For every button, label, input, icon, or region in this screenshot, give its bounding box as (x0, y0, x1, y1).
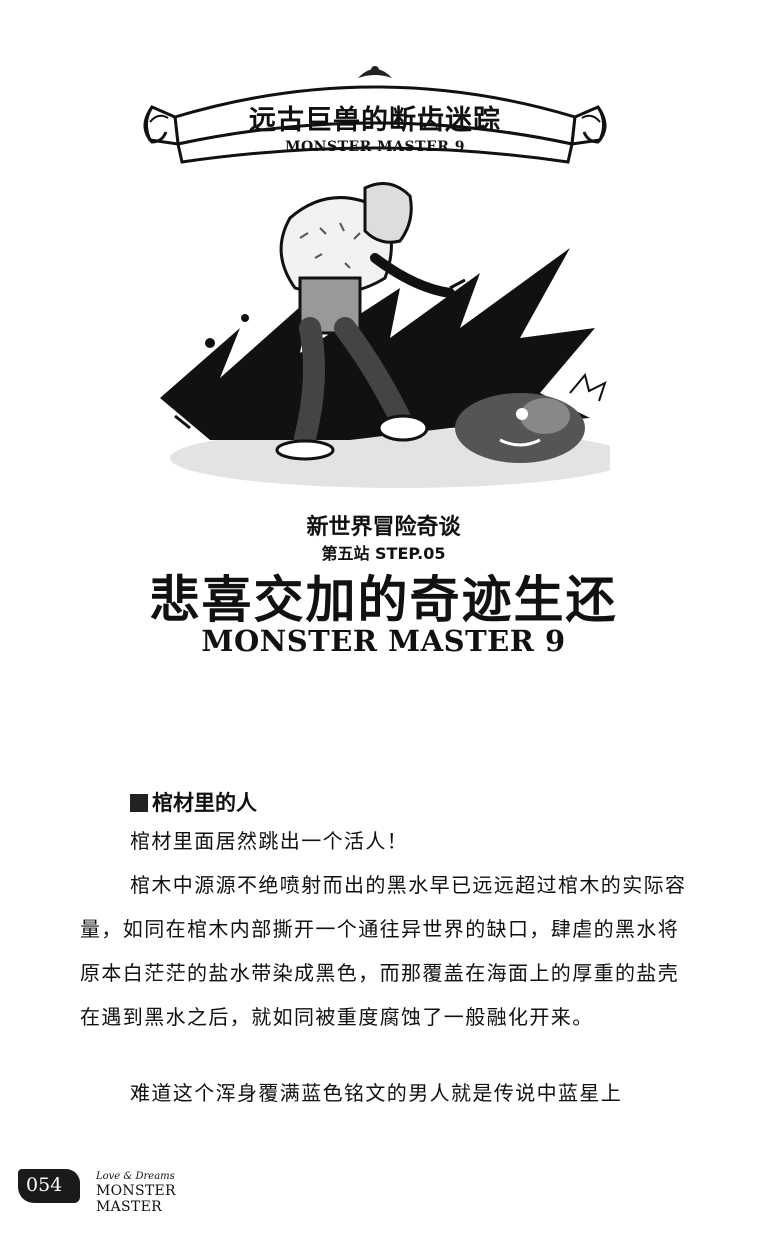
section-heading-text: 棺材里的人 (152, 791, 257, 815)
page-footer: 054 Love & Dreams MONSTER MASTER (18, 1163, 238, 1215)
page-number-badge (18, 1169, 80, 1203)
chapter-banner: 远古巨兽的断齿迷踪 MONSTER MASTER 9 (140, 62, 610, 182)
paragraph: 棺木中源源不绝喷射而出的黑水早已远远超过棺木的实际容量，如同在棺木内部撕开一个通… (80, 863, 690, 1039)
brand-name: MONSTER MASTER (96, 1183, 176, 1215)
banner-title: 远古巨兽的断齿迷踪 (249, 105, 501, 136)
step-label: 第五站 STEP.05 (321, 544, 446, 563)
square-bullet-icon (130, 794, 148, 812)
paragraph-text: 难道这个浑身覆满蓝色铭文的男人就是传说中蓝星上 (130, 1081, 623, 1105)
chapter-title: 悲喜交加的奇迹生还 (149, 571, 618, 629)
page-number: 054 (26, 1174, 63, 1196)
series-title: 新世界冒险奇谈 (306, 515, 461, 540)
paragraph-text: 棺材里面居然跳出一个活人！ (130, 829, 409, 853)
banner-subtitle: MONSTER MASTER 9 (284, 139, 465, 155)
paragraph-text: 棺木中源源不绝喷射而出的黑水早已远远超过棺木的实际容量，如同在棺木内部撕开一个通… (80, 873, 687, 1029)
chapter-title-en: MONSTER MASTER 9 (201, 624, 566, 658)
section-heading: 棺材里的人 (130, 787, 257, 817)
paragraph: 难道这个浑身覆满蓝色铭文的男人就是传说中蓝星上 (80, 1071, 690, 1115)
monster-illustration (150, 178, 630, 500)
brand-tagline: Love & Dreams (96, 1171, 175, 1182)
paragraph: 棺材里面居然跳出一个活人！ (80, 819, 690, 863)
scroll-banner-icon (143, 66, 607, 164)
monster-illustration-icon (160, 182, 630, 488)
